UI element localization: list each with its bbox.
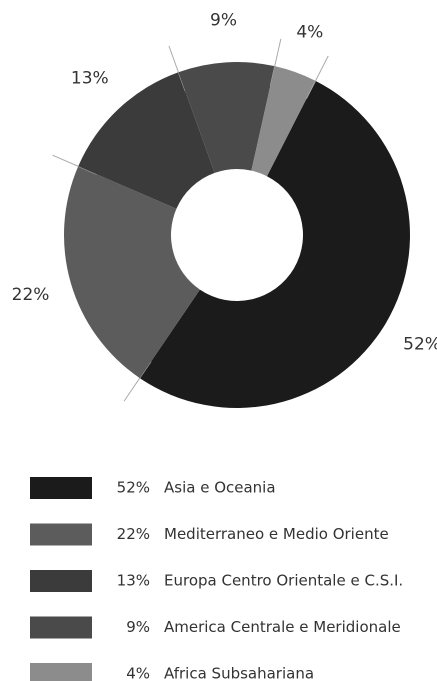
legend-label: Asia e Oceania	[164, 479, 276, 497]
slice-label: 9%	[210, 10, 237, 30]
legend-swatch	[30, 523, 92, 546]
legend-value: 4%	[126, 665, 150, 681]
leader-line	[306, 55, 329, 99]
legend-label: Africa Subsahariana	[164, 665, 314, 681]
slice-label: 13%	[71, 68, 109, 88]
legend-label: Europa Centro Orientale e C.S.I.	[164, 572, 403, 590]
legend-swatch	[30, 663, 92, 681]
legend-value: 22%	[117, 525, 150, 543]
legend-swatch	[30, 477, 92, 499]
slice-label: 52%	[403, 334, 437, 354]
legend-swatch	[30, 616, 92, 639]
slice	[64, 166, 200, 379]
legend-value: 13%	[117, 572, 150, 590]
slice-label: 4%	[296, 23, 323, 43]
leader-line	[52, 154, 97, 175]
slice	[78, 72, 215, 209]
slice	[251, 66, 316, 177]
legend-value: 52%	[117, 479, 150, 497]
legend-label: America Centrale e Meridionale	[164, 618, 401, 636]
legend-label: Mediterraneo e Medio Oriente	[164, 525, 389, 543]
legend-value: 9%	[126, 618, 150, 636]
slice	[139, 80, 411, 409]
legend-swatch	[30, 570, 92, 592]
slice	[178, 62, 275, 173]
leader-line	[168, 45, 186, 92]
slice-label: 22%	[12, 285, 50, 305]
